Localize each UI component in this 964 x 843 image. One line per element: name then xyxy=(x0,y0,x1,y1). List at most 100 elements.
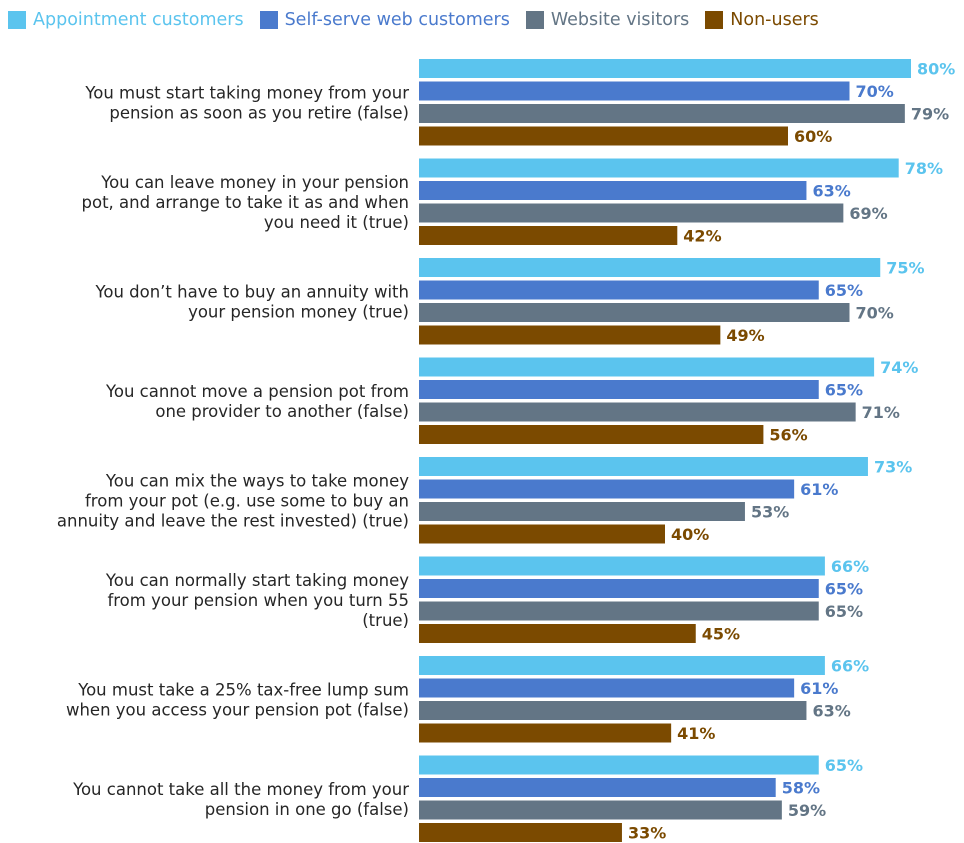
legend: Appointment customers Self-serve web cus… xyxy=(8,7,835,33)
bar-appointment-customers xyxy=(419,59,911,78)
category-label-line: from your pot (e.g. use some to buy an xyxy=(85,491,409,510)
bar-self-serve-web-customers xyxy=(419,678,795,698)
value-label: 60% xyxy=(794,127,832,146)
category-label: You can leave money in your pension pot, … xyxy=(82,173,410,232)
bar-website-visitors xyxy=(419,104,905,123)
value-label: 61% xyxy=(800,679,838,698)
value-label: 65% xyxy=(825,602,863,621)
category-label-line: when you access your pension pot (false) xyxy=(66,700,409,719)
value-label: 65% xyxy=(825,580,863,599)
value-label: 58% xyxy=(782,779,820,798)
legend-item-self-serve: Self-serve web customers xyxy=(259,10,510,30)
bar-non-users xyxy=(419,325,721,345)
bar-appointment-customers xyxy=(419,656,825,675)
bar-self-serve-web-customers xyxy=(419,479,795,499)
value-label: 49% xyxy=(726,326,764,345)
bar-non-users xyxy=(419,126,788,146)
value-label: 42% xyxy=(683,227,721,246)
legend-label-website-visitors: Website visitors xyxy=(550,10,690,30)
bar-non-users xyxy=(419,823,622,842)
value-label: 66% xyxy=(831,657,869,676)
bar-website-visitors xyxy=(419,402,856,422)
category-label-line: You cannot move a pension pot from xyxy=(105,382,409,401)
category-label-line: pot, and arrange to take it as and when xyxy=(82,193,410,212)
bar-appointment-customers xyxy=(419,556,825,576)
value-label: 80% xyxy=(917,60,955,79)
legend-swatch-self-serve xyxy=(259,11,278,29)
bar-appointment-customers xyxy=(419,258,881,277)
value-label: 65% xyxy=(825,281,863,300)
category-label-line: You don’t have to buy an annuity with xyxy=(94,282,409,301)
value-label: 74% xyxy=(880,358,918,377)
bar-appointment-customers xyxy=(419,357,875,377)
bar-website-visitors xyxy=(419,800,782,820)
category-label: You cannot take all the money from your p… xyxy=(72,780,409,819)
category-label-line: your pension money (true) xyxy=(188,302,409,321)
category-label: You must start taking money from your pen… xyxy=(84,83,409,122)
category-label-line: You can mix the ways to take money xyxy=(105,471,409,490)
bar-appointment-customers xyxy=(419,457,868,476)
category-label-line: You can normally start taking money xyxy=(105,571,409,590)
value-label: 70% xyxy=(856,304,894,323)
category-label: You can mix the ways to take money from y… xyxy=(57,471,409,530)
value-label: 69% xyxy=(849,204,887,223)
value-label: 59% xyxy=(788,801,826,820)
bar-website-visitors xyxy=(419,203,844,223)
category-label: You can normally start taking money from … xyxy=(105,571,409,630)
category-label: You must take a 25% tax-free lump sum whe… xyxy=(66,680,409,719)
bar-non-users xyxy=(419,723,672,743)
value-label: 56% xyxy=(769,426,807,445)
bar-self-serve-web-customers xyxy=(419,81,850,101)
value-label: 41% xyxy=(677,724,715,743)
value-label: 45% xyxy=(702,625,740,644)
category-label-line: (true) xyxy=(362,611,409,630)
bar-website-visitors xyxy=(419,601,819,621)
value-label: 65% xyxy=(825,381,863,400)
value-label: 63% xyxy=(812,182,850,201)
bar-non-users xyxy=(419,624,696,643)
category-label-line: pension as soon as you retire (false) xyxy=(109,103,409,122)
bar-non-users xyxy=(419,226,678,245)
category-label-line: you need it (true) xyxy=(264,213,409,232)
value-label: 66% xyxy=(831,557,869,576)
category-label: You don’t have to buy an annuity with you… xyxy=(94,282,409,321)
bar-self-serve-web-customers xyxy=(419,181,807,200)
legend-label-appointment: Appointment customers xyxy=(33,10,244,30)
bar-appointment-customers xyxy=(419,158,899,178)
legend-swatch-appointment xyxy=(8,11,26,29)
legend-item-non-users: Non-users xyxy=(705,10,819,30)
category-label-line: You must take a 25% tax-free lump sum xyxy=(77,680,409,699)
value-label: 33% xyxy=(628,824,666,843)
bar-non-users xyxy=(419,524,665,544)
category-label-line: You must start taking money from your xyxy=(84,83,409,102)
bar-self-serve-web-customers xyxy=(419,380,819,399)
category-label-line: annuity and leave the rest invested) (tr… xyxy=(57,511,409,530)
category-label-line: from your pension when you turn 55 xyxy=(107,591,409,610)
value-label: 70% xyxy=(856,82,894,101)
value-label: 53% xyxy=(751,503,789,522)
category-label-line: pension in one go (false) xyxy=(205,800,409,819)
bar-self-serve-web-customers xyxy=(419,579,819,598)
category-label-line: You cannot take all the money from your xyxy=(72,780,409,799)
legend-swatch-website-visitors xyxy=(525,11,544,29)
category-label: You cannot move a pension pot from one pr… xyxy=(105,382,409,421)
bar-self-serve-web-customers xyxy=(419,280,819,300)
legend-label-self-serve: Self-serve web customers xyxy=(284,10,510,30)
bar-website-visitors xyxy=(419,303,850,322)
value-label: 71% xyxy=(862,403,900,422)
value-label: 61% xyxy=(800,480,838,499)
bar-appointment-customers xyxy=(419,755,819,775)
bar-self-serve-web-customers xyxy=(419,778,776,797)
value-label: 78% xyxy=(905,159,943,178)
legend-item-appointment: Appointment customers xyxy=(8,10,244,30)
category-label-line: one provider to another (false) xyxy=(155,402,409,421)
bar-website-visitors xyxy=(419,502,745,521)
category-label-line: You can leave money in your pension xyxy=(100,173,409,192)
value-label: 73% xyxy=(874,458,912,477)
value-label: 75% xyxy=(886,259,924,278)
legend-swatch-non-users xyxy=(705,11,724,29)
bar-website-visitors xyxy=(419,701,807,720)
legend-item-website-visitors: Website visitors xyxy=(525,10,690,30)
value-label: 79% xyxy=(911,105,949,124)
